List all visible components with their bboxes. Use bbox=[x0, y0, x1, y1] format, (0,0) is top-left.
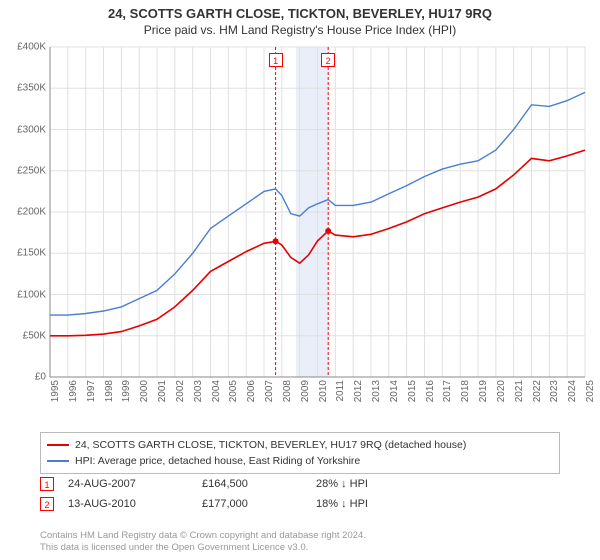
xtick-label: 2004 bbox=[211, 380, 222, 402]
marker-date: 24-AUG-2007 bbox=[68, 478, 188, 490]
ytick-label: £250K bbox=[0, 165, 46, 176]
xtick-label: 2025 bbox=[585, 380, 596, 402]
xtick-label: 2022 bbox=[532, 380, 543, 402]
title-block: 24, SCOTTS GARTH CLOSE, TICKTON, BEVERLE… bbox=[0, 0, 600, 37]
xtick-label: 2010 bbox=[318, 380, 329, 402]
ytick-label: £200K bbox=[0, 207, 46, 218]
footer-attribution: Contains HM Land Registry data © Crown c… bbox=[40, 530, 560, 554]
ytick-label: £350K bbox=[0, 83, 46, 94]
marker-delta: 28% ↓ HPI bbox=[316, 478, 436, 490]
chart-svg bbox=[50, 47, 585, 377]
xtick-label: 2015 bbox=[407, 380, 418, 402]
xtick-label: 2009 bbox=[300, 380, 311, 402]
legend-label: 24, SCOTTS GARTH CLOSE, TICKTON, BEVERLE… bbox=[75, 439, 466, 451]
ytick-label: £300K bbox=[0, 124, 46, 135]
xtick-label: 2014 bbox=[389, 380, 400, 402]
xtick-label: 1995 bbox=[50, 380, 61, 402]
page-title: 24, SCOTTS GARTH CLOSE, TICKTON, BEVERLE… bbox=[10, 6, 590, 21]
marker-price: £164,500 bbox=[202, 478, 302, 490]
xtick-label: 1996 bbox=[68, 380, 79, 402]
xtick-label: 2006 bbox=[246, 380, 257, 402]
xtick-label: 2001 bbox=[157, 380, 168, 402]
plot-region: 12 bbox=[50, 47, 585, 377]
y-axis: £0£50K£100K£150K£200K£250K£300K£350K£400… bbox=[0, 47, 50, 377]
marker-date: 13-AUG-2010 bbox=[68, 498, 188, 510]
ytick-label: £100K bbox=[0, 289, 46, 300]
xtick-label: 2008 bbox=[282, 380, 293, 402]
xtick-label: 1999 bbox=[121, 380, 132, 402]
marker-badge: 2 bbox=[40, 497, 54, 511]
legend-swatch bbox=[47, 444, 69, 446]
xtick-label: 2011 bbox=[335, 380, 346, 402]
xtick-label: 2002 bbox=[175, 380, 186, 402]
legend-item: 24, SCOTTS GARTH CLOSE, TICKTON, BEVERLE… bbox=[47, 437, 553, 453]
legend-item: HPI: Average price, detached house, East… bbox=[47, 453, 553, 469]
chart-area: £0 £50K £100K £150K £200K £250K £300K £350K £400… bbox=[0, 37, 600, 422]
marker-price: £177,000 bbox=[202, 498, 302, 510]
xtick-label: 2012 bbox=[353, 380, 364, 402]
xtick-label: 2019 bbox=[478, 380, 489, 402]
marker-badge: 1 bbox=[269, 53, 283, 67]
xtick-label: 2003 bbox=[193, 380, 204, 402]
marker-delta: 18% ↓ HPI bbox=[316, 498, 436, 510]
xtick-label: 2018 bbox=[460, 380, 471, 402]
page-subtitle: Price paid vs. HM Land Registry's House … bbox=[10, 23, 590, 37]
ytick-label: £400K bbox=[0, 42, 46, 53]
marker-row: 1 24-AUG-2007 £164,500 28% ↓ HPI bbox=[40, 474, 560, 494]
xtick-label: 2024 bbox=[567, 380, 578, 402]
xtick-label: 2016 bbox=[425, 380, 436, 402]
xtick-label: 1997 bbox=[86, 380, 97, 402]
xtick-label: 2021 bbox=[514, 380, 525, 402]
xtick-label: 2020 bbox=[496, 380, 507, 402]
xtick-label: 2000 bbox=[139, 380, 150, 402]
marker-badge: 2 bbox=[321, 53, 335, 67]
legend-label: HPI: Average price, detached house, East… bbox=[75, 455, 360, 467]
footer-line: Contains HM Land Registry data © Crown c… bbox=[40, 530, 560, 542]
legend-swatch bbox=[47, 460, 69, 462]
xtick-label: 2007 bbox=[264, 380, 275, 402]
x-axis: 1995 1996 1997 1998 1999 2000 2001 2002 2003 2004… bbox=[50, 377, 585, 422]
footer-line: This data is licensed under the Open Gov… bbox=[40, 542, 560, 554]
ytick-label: £150K bbox=[0, 248, 46, 259]
marker-badge: 1 bbox=[40, 477, 54, 491]
legend: 24, SCOTTS GARTH CLOSE, TICKTON, BEVERLE… bbox=[40, 432, 560, 474]
xtick-label: 1998 bbox=[104, 380, 115, 402]
ytick-label: £50K bbox=[0, 330, 46, 341]
xtick-label: 2017 bbox=[442, 380, 453, 402]
markers-table: 1 24-AUG-2007 £164,500 28% ↓ HPI 2 13-AU… bbox=[40, 474, 560, 514]
xtick-label: 2013 bbox=[371, 380, 382, 402]
xtick-label: 2023 bbox=[549, 380, 560, 402]
xtick-label: 2005 bbox=[228, 380, 239, 402]
ytick-label: £0 bbox=[0, 372, 46, 383]
marker-row: 2 13-AUG-2010 £177,000 18% ↓ HPI bbox=[40, 494, 560, 514]
